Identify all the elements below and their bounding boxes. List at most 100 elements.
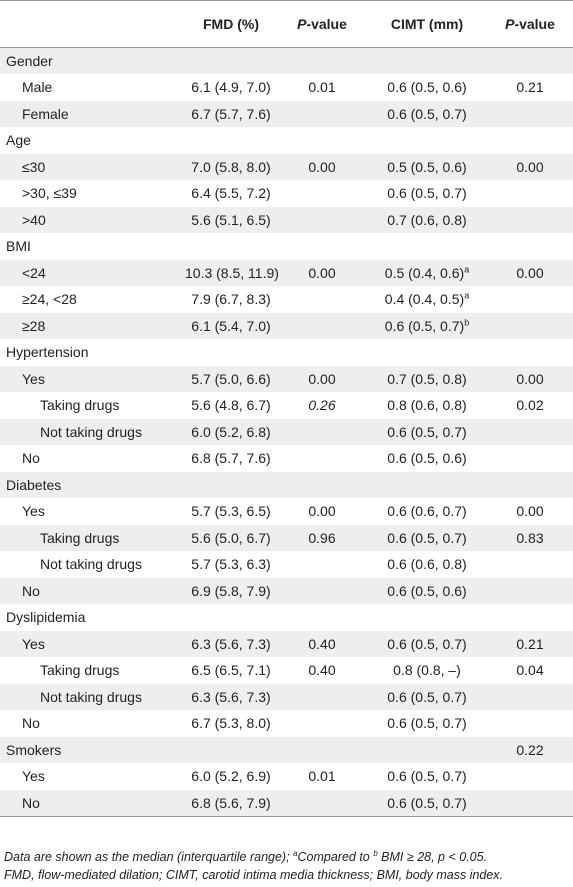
cell-fmd: 5.6 (5.1, 6.5) (191, 211, 271, 228)
cimt-value: 0.6 (0.5, 0.7) (387, 715, 467, 732)
row-label: No (22, 582, 40, 599)
header-row: FMD (%) P-value CIMT (mm) P-value (0, 0, 573, 48)
cell-cimt: 0.6 (0.5, 0.7) (367, 525, 487, 552)
header-label-col (0, 0, 185, 48)
cell-p-value-fmd: 0.01 (308, 79, 336, 96)
cell-p-value-fmd (277, 445, 367, 472)
cell-cimt: 0.6 (0.6, 0.7) (367, 498, 487, 525)
row-label: <24 (22, 264, 46, 281)
table-row: Hypertension (0, 339, 573, 366)
cell-p-value-cimt (487, 48, 573, 75)
table-row: Yes 6.3 (5.6, 7.3) 0.40 0.6 (0.5, 0.7) 0.21 (0, 630, 573, 657)
table-row: >40 5.6 (5.1, 6.5) 0.7 (0.6, 0.8) (0, 206, 573, 234)
cell-p-value-fmd: 0.26 (308, 397, 336, 414)
row-label: ≥28 (22, 317, 46, 334)
cell-cimt: 0.6 (0.5, 0.6) (367, 74, 487, 101)
table-row: Female 6.7 (5.7, 7.6) 0.6 (0.5, 0.7) (0, 100, 573, 127)
cell-cimt (367, 737, 487, 764)
cell-fmd: 5.7 (5.3, 6.5) (191, 503, 271, 520)
header-p-suffix: -value (306, 16, 347, 32)
cell-p-value-fmd (277, 578, 367, 605)
row-group-label: Smokers (6, 741, 62, 758)
cell-p-value-cimt (487, 207, 573, 234)
cell-p-value-cimt (487, 472, 573, 499)
row-label: >40 (22, 211, 46, 228)
cell-p-value-fmd: 0.00 (308, 503, 336, 520)
cimt-value: 0.6 (0.5, 0.7) (387, 794, 467, 811)
row-label: Yes (22, 370, 45, 387)
row-label: No (22, 450, 40, 467)
cell-cimt: 0.6 (0.6, 0.8) (367, 551, 487, 578)
cimt-value: 0.7 (0.6, 0.8) (387, 211, 467, 228)
cell-cimt: 0.6 (0.5, 0.6) (367, 578, 487, 605)
header-p-letter: P (297, 16, 307, 32)
header-p-letter: P (505, 16, 515, 32)
table-row: Smokers 0.22 (0, 736, 573, 764)
cimt-value: 0.6 (0.5, 0.6) (387, 582, 467, 599)
cell-fmd: 6.4 (5.5, 7.2) (191, 185, 271, 202)
cell-cimt: 0.4 (0.4, 0.5)a (367, 286, 487, 313)
cell-p-value-cimt (487, 313, 573, 340)
data-table: FMD (%) P-value CIMT (mm) P-value Gender… (0, 0, 573, 816)
cell-fmd (185, 127, 277, 154)
cell-p-value-cimt (487, 419, 573, 446)
cell-cimt: 0.5 (0.5, 0.6) (367, 154, 487, 181)
cell-fmd: 6.3 (5.6, 7.3) (191, 635, 271, 652)
table-row: Yes 5.7 (5.0, 6.6) 0.00 0.7 (0.5, 0.8) 0.00 (0, 365, 573, 392)
cell-p-value-fmd (277, 233, 367, 260)
cell-p-value-fmd: 0.40 (308, 635, 336, 652)
cell-fmd: 10.3 (8.5, 11.9) (185, 264, 279, 281)
footnote-sup-a: a (293, 848, 298, 858)
cell-fmd (185, 737, 277, 764)
cimt-superscript: b (464, 317, 470, 328)
cell-p-value-fmd (277, 710, 367, 737)
cell-fmd: 7.9 (6.7, 8.3) (191, 291, 271, 308)
row-label: No (22, 715, 40, 732)
table-footnote: Data are shown as the median (interquart… (4, 848, 570, 884)
table-row: BMI (0, 233, 573, 260)
cell-cimt: 0.6 (0.5, 0.7)b (367, 313, 487, 340)
cell-p-value-fmd (277, 339, 367, 366)
cell-p-value-cimt (487, 286, 573, 313)
cell-p-value-cimt (487, 339, 573, 366)
cell-p-value-fmd: 0.00 (308, 370, 336, 387)
cell-cimt (367, 233, 487, 260)
cell-p-value-fmd (277, 604, 367, 631)
cimt-value: 0.5 (0.4, 0.6) (384, 264, 465, 281)
table-row: Not taking drugs 6.3 (5.6, 7.3) 0.6 (0.5, … (0, 683, 573, 710)
cell-p-value-fmd (277, 313, 367, 340)
cimt-value: 0.4 (0.4, 0.5) (384, 291, 465, 308)
cell-p-value-fmd (277, 127, 367, 154)
row-group-label: Dyslipidemia (6, 609, 86, 626)
cell-fmd: 6.7 (5.3, 8.0) (191, 715, 271, 732)
cell-fmd (185, 472, 277, 499)
table-header: FMD (%) P-value CIMT (mm) P-value (0, 0, 573, 48)
table-body: Gender Male 6.1 (4.9, 7.0) 0.01 0.6 (0.5, 0.… (0, 47, 573, 816)
cell-p-value-fmd: 0.01 (308, 768, 336, 785)
row-label: Taking drugs (40, 662, 120, 679)
cell-cimt (367, 339, 487, 366)
table-row: No 6.8 (5.6, 7.9) 0.6 (0.5, 0.7) (0, 789, 573, 816)
cell-fmd: 5.7 (5.3, 6.3) (191, 556, 271, 573)
table-row: ≥28 6.1 (5.4, 7.0) 0.6 (0.5, 0.7)b (0, 312, 573, 340)
cell-p-value-cimt: 0.00 (516, 370, 544, 387)
cimt-value: 0.6 (0.5, 0.7) (387, 768, 467, 785)
cell-cimt: 0.8 (0.8, –) (367, 657, 487, 684)
cimt-superscript: a (464, 264, 470, 275)
header-fmd: FMD (%) (185, 0, 277, 48)
cell-cimt (367, 48, 487, 75)
table-row: Taking drugs 5.6 (5.0, 6.7) 0.96 0.6 (0.5, … (0, 524, 573, 552)
cell-fmd: 7.0 (5.8, 8.0) (191, 158, 271, 175)
row-label: No (22, 794, 40, 811)
cell-p-value-cimt (487, 127, 573, 154)
table-row: Male 6.1 (4.9, 7.0) 0.01 0.6 (0.5, 0.6) 0.21 (0, 74, 573, 101)
row-group-label: Diabetes (6, 476, 62, 493)
row-label: >30, ≤39 (22, 185, 77, 202)
cell-cimt: 0.5 (0.4, 0.6)a (367, 260, 487, 287)
cell-fmd: 5.6 (5.0, 6.7) (191, 529, 271, 546)
table-row: Taking drugs 6.5 (6.5, 7.1) 0.40 0.8 (0.8, … (0, 657, 573, 684)
cimt-value: 0.8 (0.8, –) (393, 662, 461, 679)
row-label: Not taking drugs (40, 688, 142, 705)
table-row: Yes 5.7 (5.3, 6.5) 0.00 0.6 (0.6, 0.7) 0.00 (0, 498, 573, 525)
cimt-value: 0.6 (0.5, 0.7) (387, 185, 467, 202)
